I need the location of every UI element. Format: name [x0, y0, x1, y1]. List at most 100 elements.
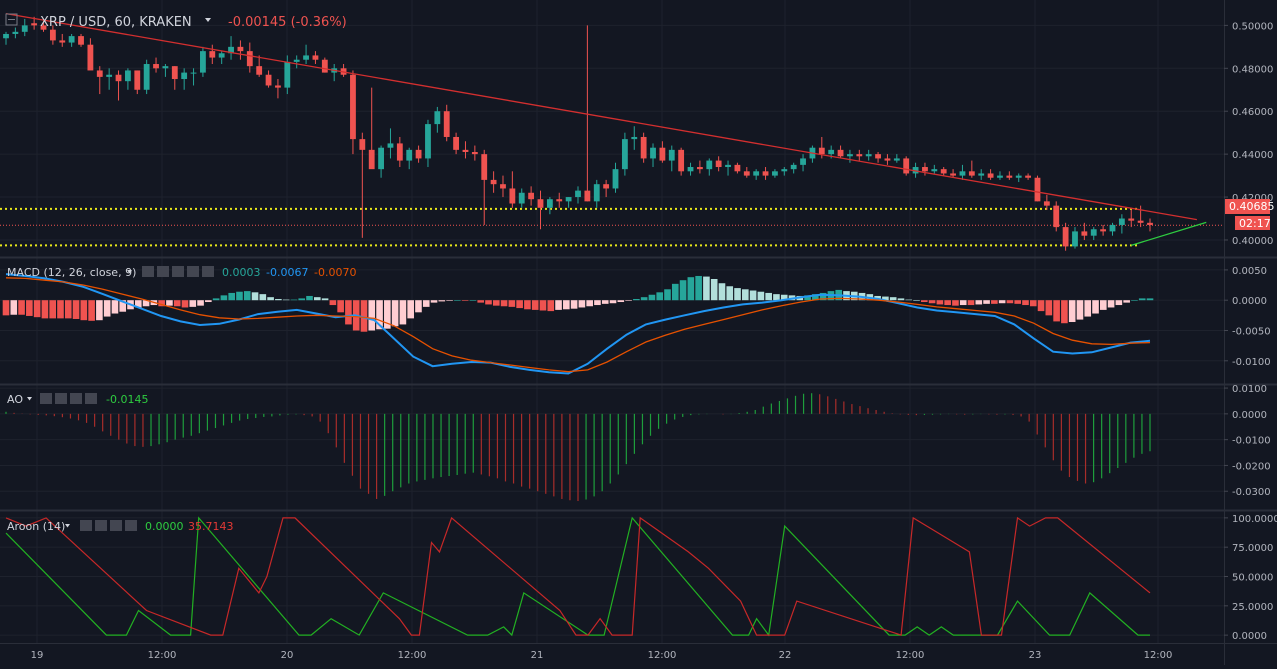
macd-histogram-bar — [531, 300, 539, 310]
aroon-up-value: 0.0000 — [145, 520, 184, 533]
macd-histogram-bar — [72, 300, 80, 319]
settings-icon[interactable] — [55, 393, 67, 404]
time-tick-label: 12:00 — [1144, 650, 1173, 661]
macd-histogram-bar — [399, 300, 407, 325]
macd-histogram-bar — [173, 300, 181, 307]
candle-body — [1006, 175, 1013, 178]
candle-body — [528, 192, 535, 200]
macd-histogram-bar — [228, 292, 235, 301]
settings-icon[interactable] — [95, 520, 107, 531]
candle-body — [1090, 229, 1097, 236]
aroon-down-value: 35.7143 — [188, 520, 234, 533]
candle-body — [734, 164, 741, 172]
macd-histogram-bar — [251, 292, 259, 301]
candle-body — [1015, 175, 1022, 178]
eye-icon[interactable] — [80, 520, 92, 531]
ao-legend-title[interactable]: AO — [7, 393, 23, 406]
ao-dropdown-icon[interactable] — [27, 397, 32, 401]
candle-body — [265, 74, 272, 86]
add-icon[interactable] — [187, 266, 199, 277]
macd-legend-title[interactable]: MACD (12, 26, close, 9) — [7, 266, 136, 279]
candle-body — [87, 44, 94, 71]
macd-histogram-bar — [415, 300, 422, 313]
candle-body — [753, 171, 760, 176]
candle-body — [959, 171, 966, 176]
candle-body — [997, 175, 1003, 178]
candle-body — [818, 147, 825, 155]
price-tick-label: 0.44000 — [1232, 150, 1273, 161]
macd-histogram-bar — [975, 300, 983, 305]
macd-histogram-bar — [18, 300, 25, 315]
add-icon[interactable] — [110, 520, 122, 531]
add-icon[interactable] — [70, 393, 82, 404]
macd-histogram-bar — [103, 300, 111, 317]
macd-histogram-bar — [1123, 300, 1130, 303]
ao-legend: AO -0.0145 — [7, 393, 148, 406]
candle-body — [640, 136, 647, 159]
price-tags: 0.40685 02:17 — [1225, 199, 1275, 230]
macd-histogram-bar — [780, 294, 788, 301]
candle-body — [3, 33, 9, 39]
macd-histogram-bar — [212, 298, 220, 301]
candle-body — [453, 136, 460, 150]
price-tick-label: 100.0000 — [1232, 514, 1277, 525]
macd-histogram-bar — [111, 300, 119, 314]
macd-histogram-bar — [181, 300, 189, 308]
collapse-icon[interactable] — [5, 13, 18, 26]
macd-histogram-bar — [594, 300, 601, 306]
close-icon[interactable] — [85, 393, 97, 404]
close-icon[interactable] — [125, 520, 137, 531]
aroon-legend-title[interactable]: Aroon (14) — [7, 520, 65, 533]
close-icon[interactable] — [202, 266, 214, 277]
eye-icon[interactable] — [142, 266, 154, 277]
candle-body — [190, 72, 197, 74]
macd-histogram-bar — [26, 300, 33, 316]
aroon-pane[interactable] — [5, 516, 1151, 637]
macd-histogram-bar — [578, 300, 586, 308]
candle-body — [124, 70, 131, 82]
candle-body — [256, 66, 263, 75]
symbol-title[interactable]: XRP / USD, 60, KRAKEN — [40, 15, 192, 30]
candle-body — [368, 149, 375, 170]
candle-body — [49, 29, 56, 41]
countdown-label: 02:17 — [1239, 217, 1271, 230]
candle-body — [584, 190, 591, 202]
copy-icon[interactable] — [172, 266, 184, 277]
macd-histogram-bar — [243, 291, 251, 301]
time-axis: 19 12:00 20 12:00 21 12:00 22 12:00 23 12:00 — [31, 650, 1173, 661]
candle-body — [1081, 231, 1088, 236]
macd-histogram-bar — [773, 294, 780, 301]
macd-pane[interactable] — [2, 273, 1154, 375]
candle-body — [856, 154, 863, 157]
resistance-trend-line — [5, 12, 1197, 221]
macd-histogram-bar — [1061, 300, 1068, 324]
macd-histogram-bar — [648, 294, 656, 301]
price-tick-label: 0.0000 — [1232, 631, 1267, 642]
ao-pane[interactable] — [5, 393, 1151, 502]
candle-body — [884, 158, 891, 161]
macd-histogram-bar — [617, 300, 625, 303]
macd-histogram-bar — [998, 300, 1006, 304]
candle-body — [987, 173, 994, 178]
candle-body — [537, 199, 544, 208]
macd-dropdown-icon[interactable] — [127, 270, 132, 274]
aroon-dropdown-icon[interactable] — [65, 524, 70, 528]
candle-body — [359, 139, 366, 150]
settings-icon[interactable] — [157, 266, 169, 277]
price-pane[interactable] — [0, 12, 1224, 251]
candle-body — [378, 147, 384, 170]
macd-histogram-bar — [734, 288, 741, 301]
macd-histogram-bar — [1107, 300, 1115, 308]
macd-signal-value: -0.0070 — [314, 266, 356, 279]
candle-body — [284, 61, 291, 88]
candle-body — [293, 59, 300, 62]
macd-histogram-bar — [695, 275, 702, 301]
candle-body — [68, 36, 75, 43]
macd-histogram-bar — [438, 300, 446, 302]
candle-body — [931, 169, 938, 172]
symbol-dropdown-icon[interactable] — [205, 18, 211, 22]
macd-histogram-bar — [446, 300, 453, 301]
eye-icon[interactable] — [40, 393, 52, 404]
macd-histogram-bar — [1022, 300, 1029, 306]
